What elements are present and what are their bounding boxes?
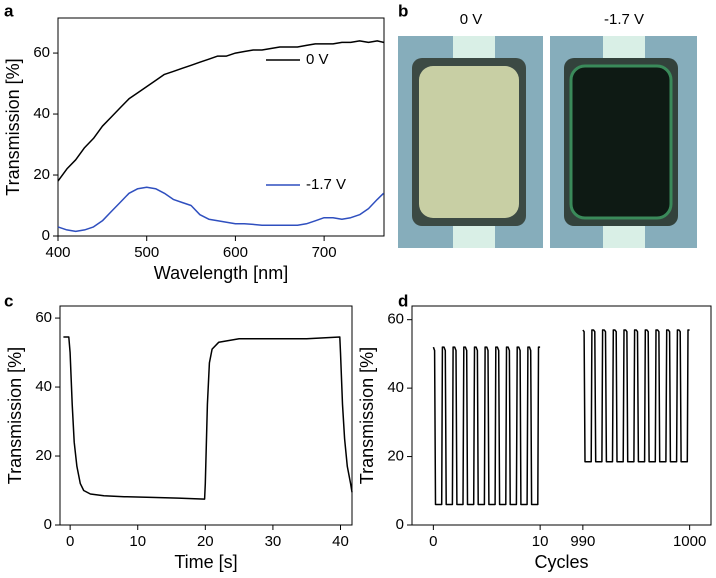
- y-axis-label: Transmission [%]: [5, 347, 25, 484]
- y-tick-label: 0: [42, 227, 50, 244]
- y-tick-label: 60: [35, 309, 52, 326]
- x-tick-label: 0: [429, 533, 437, 550]
- y-tick-label: 40: [33, 105, 50, 122]
- y-tick-label: 20: [387, 448, 404, 465]
- x-axis-label: Cycles: [534, 552, 588, 572]
- plot-frame: [59, 305, 353, 526]
- panel-letter: b: [398, 1, 408, 20]
- data-line: [582, 329, 690, 463]
- data-line: [432, 346, 541, 506]
- x-tick-label: 10: [532, 533, 549, 550]
- y-tick-label: 60: [33, 44, 50, 61]
- x-tick-label: 40: [332, 533, 349, 550]
- data-line: [63, 336, 353, 500]
- plot-frame: [57, 17, 385, 237]
- y-tick-label: 60: [387, 311, 404, 328]
- window: [419, 66, 519, 218]
- y-axis-label: Transmission [%]: [3, 58, 23, 195]
- data-line: [57, 40, 384, 182]
- photo-caption: 0 V: [460, 11, 483, 28]
- photo-caption: -1.7 V: [604, 11, 644, 28]
- x-tick-label: 20: [197, 533, 214, 550]
- window: [569, 64, 673, 220]
- x-axis-label: Wavelength [nm]: [154, 263, 288, 283]
- panel-letter: c: [4, 291, 13, 310]
- y-axis-label: Transmission [%]: [357, 347, 377, 484]
- x-tick-label: 400: [45, 244, 70, 261]
- data-line: [57, 186, 385, 233]
- panel-letter: a: [4, 1, 14, 20]
- y-tick-label: 0: [396, 516, 404, 533]
- legend-label: 0 V: [306, 51, 329, 68]
- y-tick-label: 40: [35, 378, 52, 395]
- x-tick-label: 500: [134, 244, 159, 261]
- y-tick-label: 0: [44, 516, 52, 533]
- x-tick-label: 1000: [673, 533, 706, 550]
- x-tick-label: 0: [66, 533, 74, 550]
- y-tick-label: 20: [33, 166, 50, 183]
- y-tick-label: 40: [387, 379, 404, 396]
- panel-letter: d: [398, 291, 408, 310]
- x-tick-label: 700: [312, 244, 337, 261]
- x-tick-label: 600: [223, 244, 248, 261]
- photo-panel: b 0 V -1.7 V: [398, 1, 697, 248]
- plot-frame: [411, 305, 712, 526]
- y-tick-label: 20: [35, 447, 52, 464]
- x-tick-label: 990: [570, 533, 595, 550]
- x-axis-label: Time [s]: [174, 552, 237, 572]
- x-tick-label: 30: [265, 533, 282, 550]
- x-tick-label: 10: [129, 533, 146, 550]
- legend-label: -1.7 V: [306, 176, 346, 193]
